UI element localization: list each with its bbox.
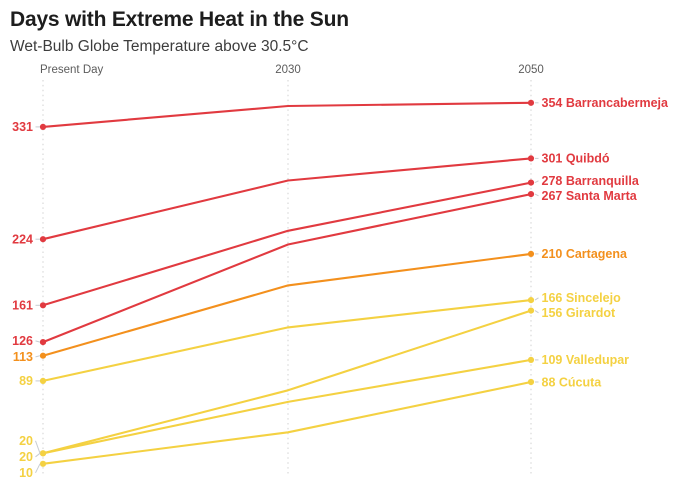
- left-value-label-santa-marta: 126: [12, 334, 33, 348]
- chart-subtitle: Wet-Bulb Globe Temperature above 30.5°C: [10, 38, 309, 55]
- series-dot-end-cartagena: [527, 250, 535, 257]
- series-dot-end-girardot: [527, 307, 535, 314]
- right-series-label-barranquilla: 278 Barranquilla: [542, 174, 640, 188]
- right-series-label-quibdo: 301 Quibdó: [542, 152, 610, 166]
- series-dot-end-sincelejo: [527, 297, 535, 304]
- left-label-leader-cucuta: [35, 463, 41, 474]
- series-line-sincelejo: [41, 299, 533, 382]
- series-dot-end-barrancabermeja: [527, 99, 535, 106]
- series-line-cartagena: [41, 252, 533, 357]
- series-dot-start-cucuta: [39, 460, 47, 467]
- series-line-girardot: [41, 309, 533, 455]
- axis-column-label-2030: 2030: [275, 64, 301, 76]
- series-dot-start-santa-marta: [39, 339, 47, 346]
- left-label-leader-cartagena: [35, 355, 41, 358]
- right-label-leader-girardot: [534, 310, 539, 314]
- right-series-label-valledupar: 109 Valledupar: [542, 353, 630, 367]
- left-label-leader-girardot: [35, 440, 41, 454]
- left-value-label-valledupar: 20: [19, 450, 33, 464]
- axis-column-label-2050: 2050: [518, 64, 544, 76]
- series-dot-start-quibdo: [39, 236, 47, 243]
- left-label-leader-santa-marta: [35, 340, 41, 343]
- right-series-label-cucuta: 88 Cúcuta: [542, 375, 603, 389]
- right-series-label-barrancabermeja: 354 Barrancabermeja: [542, 96, 670, 110]
- series-dot-start-valledupar: [39, 450, 47, 457]
- series-dot-end-santa-marta: [527, 191, 535, 198]
- series-line-barranquilla: [41, 181, 533, 307]
- left-value-label-barranquilla: 161: [12, 299, 33, 313]
- right-series-label-santa-marta: 267 Santa Marta: [542, 189, 638, 203]
- left-value-label-cucuta: 10: [19, 466, 33, 480]
- series-dot-start-barrancabermeja: [39, 123, 47, 130]
- left-value-label-quibdo: 224: [12, 233, 33, 247]
- right-label-leader-barranquilla: [534, 180, 539, 184]
- left-value-label-sincelejo: 89: [19, 374, 33, 388]
- chart-title: Days with Extreme Heat in the Sun: [10, 8, 349, 31]
- series-dot-end-quibdo: [527, 155, 535, 162]
- series-line-valledupar: [41, 358, 533, 455]
- left-label-leader-valledupar: [35, 452, 41, 458]
- series-dot-end-cucuta: [527, 378, 535, 386]
- left-value-label-barrancabermeja: 331: [12, 120, 33, 134]
- left-value-label-cartagena: 113: [13, 350, 33, 364]
- axis-column-label-present-day: Present Day: [40, 64, 104, 76]
- right-label-leader-santa-marta: [534, 193, 539, 197]
- series-dot-start-cartagena: [39, 352, 47, 359]
- series-dot-end-barranquilla: [527, 179, 535, 186]
- right-series-label-sincelejo: 166 Sincelejo: [542, 291, 622, 305]
- series-line-quibdo: [41, 157, 533, 241]
- series-dot-start-barranquilla: [39, 302, 47, 309]
- series-dot-end-valledupar: [527, 356, 535, 363]
- series-dot-start-sincelejo: [39, 377, 47, 384]
- series-line-barrancabermeja: [41, 101, 533, 128]
- series-line-santa-marta: [41, 193, 533, 344]
- left-value-label-girardot: 20: [19, 434, 33, 448]
- series-line-cucuta: [41, 380, 533, 465]
- right-series-label-cartagena: 210 Cartagena: [542, 247, 629, 261]
- right-label-leader-sincelejo: [534, 297, 539, 301]
- right-series-label-girardot: 156 Girardot: [542, 306, 616, 320]
